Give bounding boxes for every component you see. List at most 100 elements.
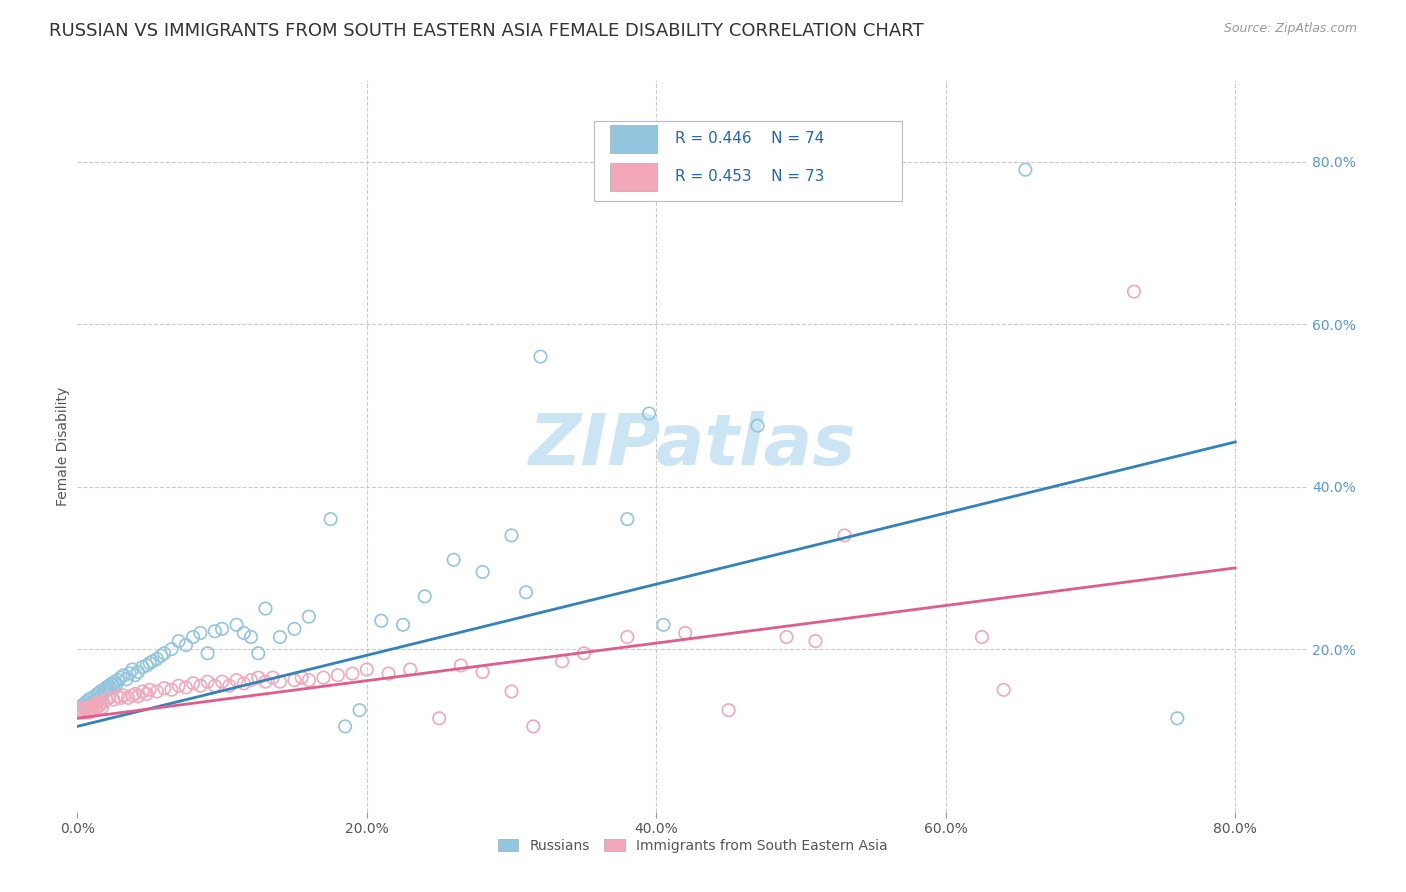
Russians	[127, 665, 149, 679]
Immigrants from South Eastern Asia	[77, 706, 100, 720]
Russians	[89, 684, 111, 698]
Russians	[101, 676, 124, 690]
Immigrants from South Eastern Asia	[218, 679, 240, 693]
Immigrants from South Eastern Asia	[197, 674, 219, 689]
Russians	[83, 690, 105, 704]
Russians	[529, 350, 551, 364]
Immigrants from South Eastern Asia	[153, 681, 176, 696]
Text: ZIPatlas: ZIPatlas	[529, 411, 856, 481]
Immigrants from South Eastern Asia	[356, 663, 378, 677]
Immigrants from South Eastern Asia	[298, 673, 321, 687]
Immigrants from South Eastern Asia	[82, 699, 104, 714]
Immigrants from South Eastern Asia	[262, 671, 284, 685]
Immigrants from South Eastern Asia	[471, 665, 494, 679]
Russians	[652, 617, 675, 632]
Russians	[72, 698, 94, 712]
Immigrants from South Eastern Asia	[96, 692, 118, 706]
Immigrants from South Eastern Asia	[291, 671, 314, 685]
Russians	[121, 663, 143, 677]
Russians	[82, 695, 104, 709]
Russians	[94, 684, 117, 698]
Russians	[247, 646, 270, 660]
Russians	[87, 690, 110, 705]
Immigrants from South Eastern Asia	[75, 703, 97, 717]
Russians	[167, 634, 190, 648]
Immigrants from South Eastern Asia	[551, 654, 574, 668]
Immigrants from South Eastern Asia	[112, 689, 135, 703]
Immigrants from South Eastern Asia	[240, 673, 263, 687]
Russians	[77, 692, 100, 706]
FancyBboxPatch shape	[610, 125, 657, 153]
Text: Source: ZipAtlas.com: Source: ZipAtlas.com	[1223, 22, 1357, 36]
Immigrants from South Eastern Asia	[87, 699, 110, 714]
Immigrants from South Eastern Asia	[269, 674, 291, 689]
Russians	[190, 626, 212, 640]
Russians	[138, 656, 160, 670]
Russians	[616, 512, 638, 526]
Immigrants from South Eastern Asia	[72, 700, 94, 714]
Russians	[515, 585, 537, 599]
FancyBboxPatch shape	[610, 162, 657, 191]
Russians	[174, 638, 197, 652]
Russians	[105, 677, 128, 691]
Russians	[197, 646, 219, 660]
Immigrants from South Eastern Asia	[83, 698, 105, 712]
Immigrants from South Eastern Asia	[225, 673, 247, 687]
Russians	[131, 660, 153, 674]
Russians	[79, 697, 101, 711]
Russians	[90, 689, 114, 703]
Immigrants from South Eastern Asia	[616, 630, 638, 644]
Immigrants from South Eastern Asia	[103, 692, 125, 706]
Immigrants from South Eastern Asia	[79, 703, 101, 717]
Immigrants from South Eastern Asia	[993, 682, 1015, 697]
FancyBboxPatch shape	[595, 120, 901, 201]
Text: RUSSIAN VS IMMIGRANTS FROM SOUTH EASTERN ASIA FEMALE DISABILITY CORRELATION CHAR: RUSSIAN VS IMMIGRANTS FROM SOUTH EASTERN…	[49, 22, 924, 40]
Russians	[97, 682, 120, 697]
Russians	[413, 590, 436, 604]
Immigrants from South Eastern Asia	[181, 676, 204, 690]
Immigrants from South Eastern Asia	[121, 689, 143, 703]
Immigrants from South Eastern Asia	[326, 668, 349, 682]
Russians	[98, 679, 121, 693]
Russians	[112, 668, 135, 682]
Immigrants from South Eastern Asia	[124, 687, 146, 701]
Russians	[75, 695, 97, 709]
Russians	[142, 654, 165, 668]
Russians	[146, 652, 169, 666]
Russians	[181, 630, 204, 644]
Immigrants from South Eastern Asia	[89, 698, 111, 712]
Russians	[150, 648, 173, 663]
Russians	[638, 407, 661, 421]
Immigrants from South Eastern Asia	[69, 706, 91, 720]
Immigrants from South Eastern Asia	[160, 682, 183, 697]
Russians	[1014, 162, 1036, 177]
Immigrants from South Eastern Asia	[342, 666, 364, 681]
Russians	[76, 699, 98, 714]
Immigrants from South Eastern Asia	[312, 671, 335, 685]
Immigrants from South Eastern Asia	[377, 666, 399, 681]
Immigrants from South Eastern Asia	[211, 674, 233, 689]
Russians	[232, 626, 254, 640]
Immigrants from South Eastern Asia	[107, 690, 129, 704]
Russians	[160, 642, 183, 657]
Immigrants from South Eastern Asia	[127, 690, 149, 704]
Russians	[443, 553, 465, 567]
Immigrants from South Eastern Asia	[522, 719, 544, 733]
Immigrants from South Eastern Asia	[76, 700, 98, 714]
Russians	[319, 512, 342, 526]
Text: R = 0.446    N = 74: R = 0.446 N = 74	[675, 131, 824, 146]
Immigrants from South Eastern Asia	[146, 684, 169, 698]
Immigrants from South Eastern Asia	[399, 663, 422, 677]
Russians	[333, 719, 356, 733]
Immigrants from South Eastern Asia	[73, 706, 96, 720]
Russians	[392, 617, 415, 632]
Russians	[153, 646, 176, 660]
Russians	[370, 614, 392, 628]
Text: R = 0.453    N = 73: R = 0.453 N = 73	[675, 169, 824, 184]
Immigrants from South Eastern Asia	[117, 690, 139, 705]
Russians	[110, 671, 132, 685]
Legend: Russians, Immigrants from South Eastern Asia: Russians, Immigrants from South Eastern …	[491, 831, 894, 860]
Russians	[73, 700, 96, 714]
Russians	[135, 658, 157, 673]
Russians	[69, 703, 91, 717]
